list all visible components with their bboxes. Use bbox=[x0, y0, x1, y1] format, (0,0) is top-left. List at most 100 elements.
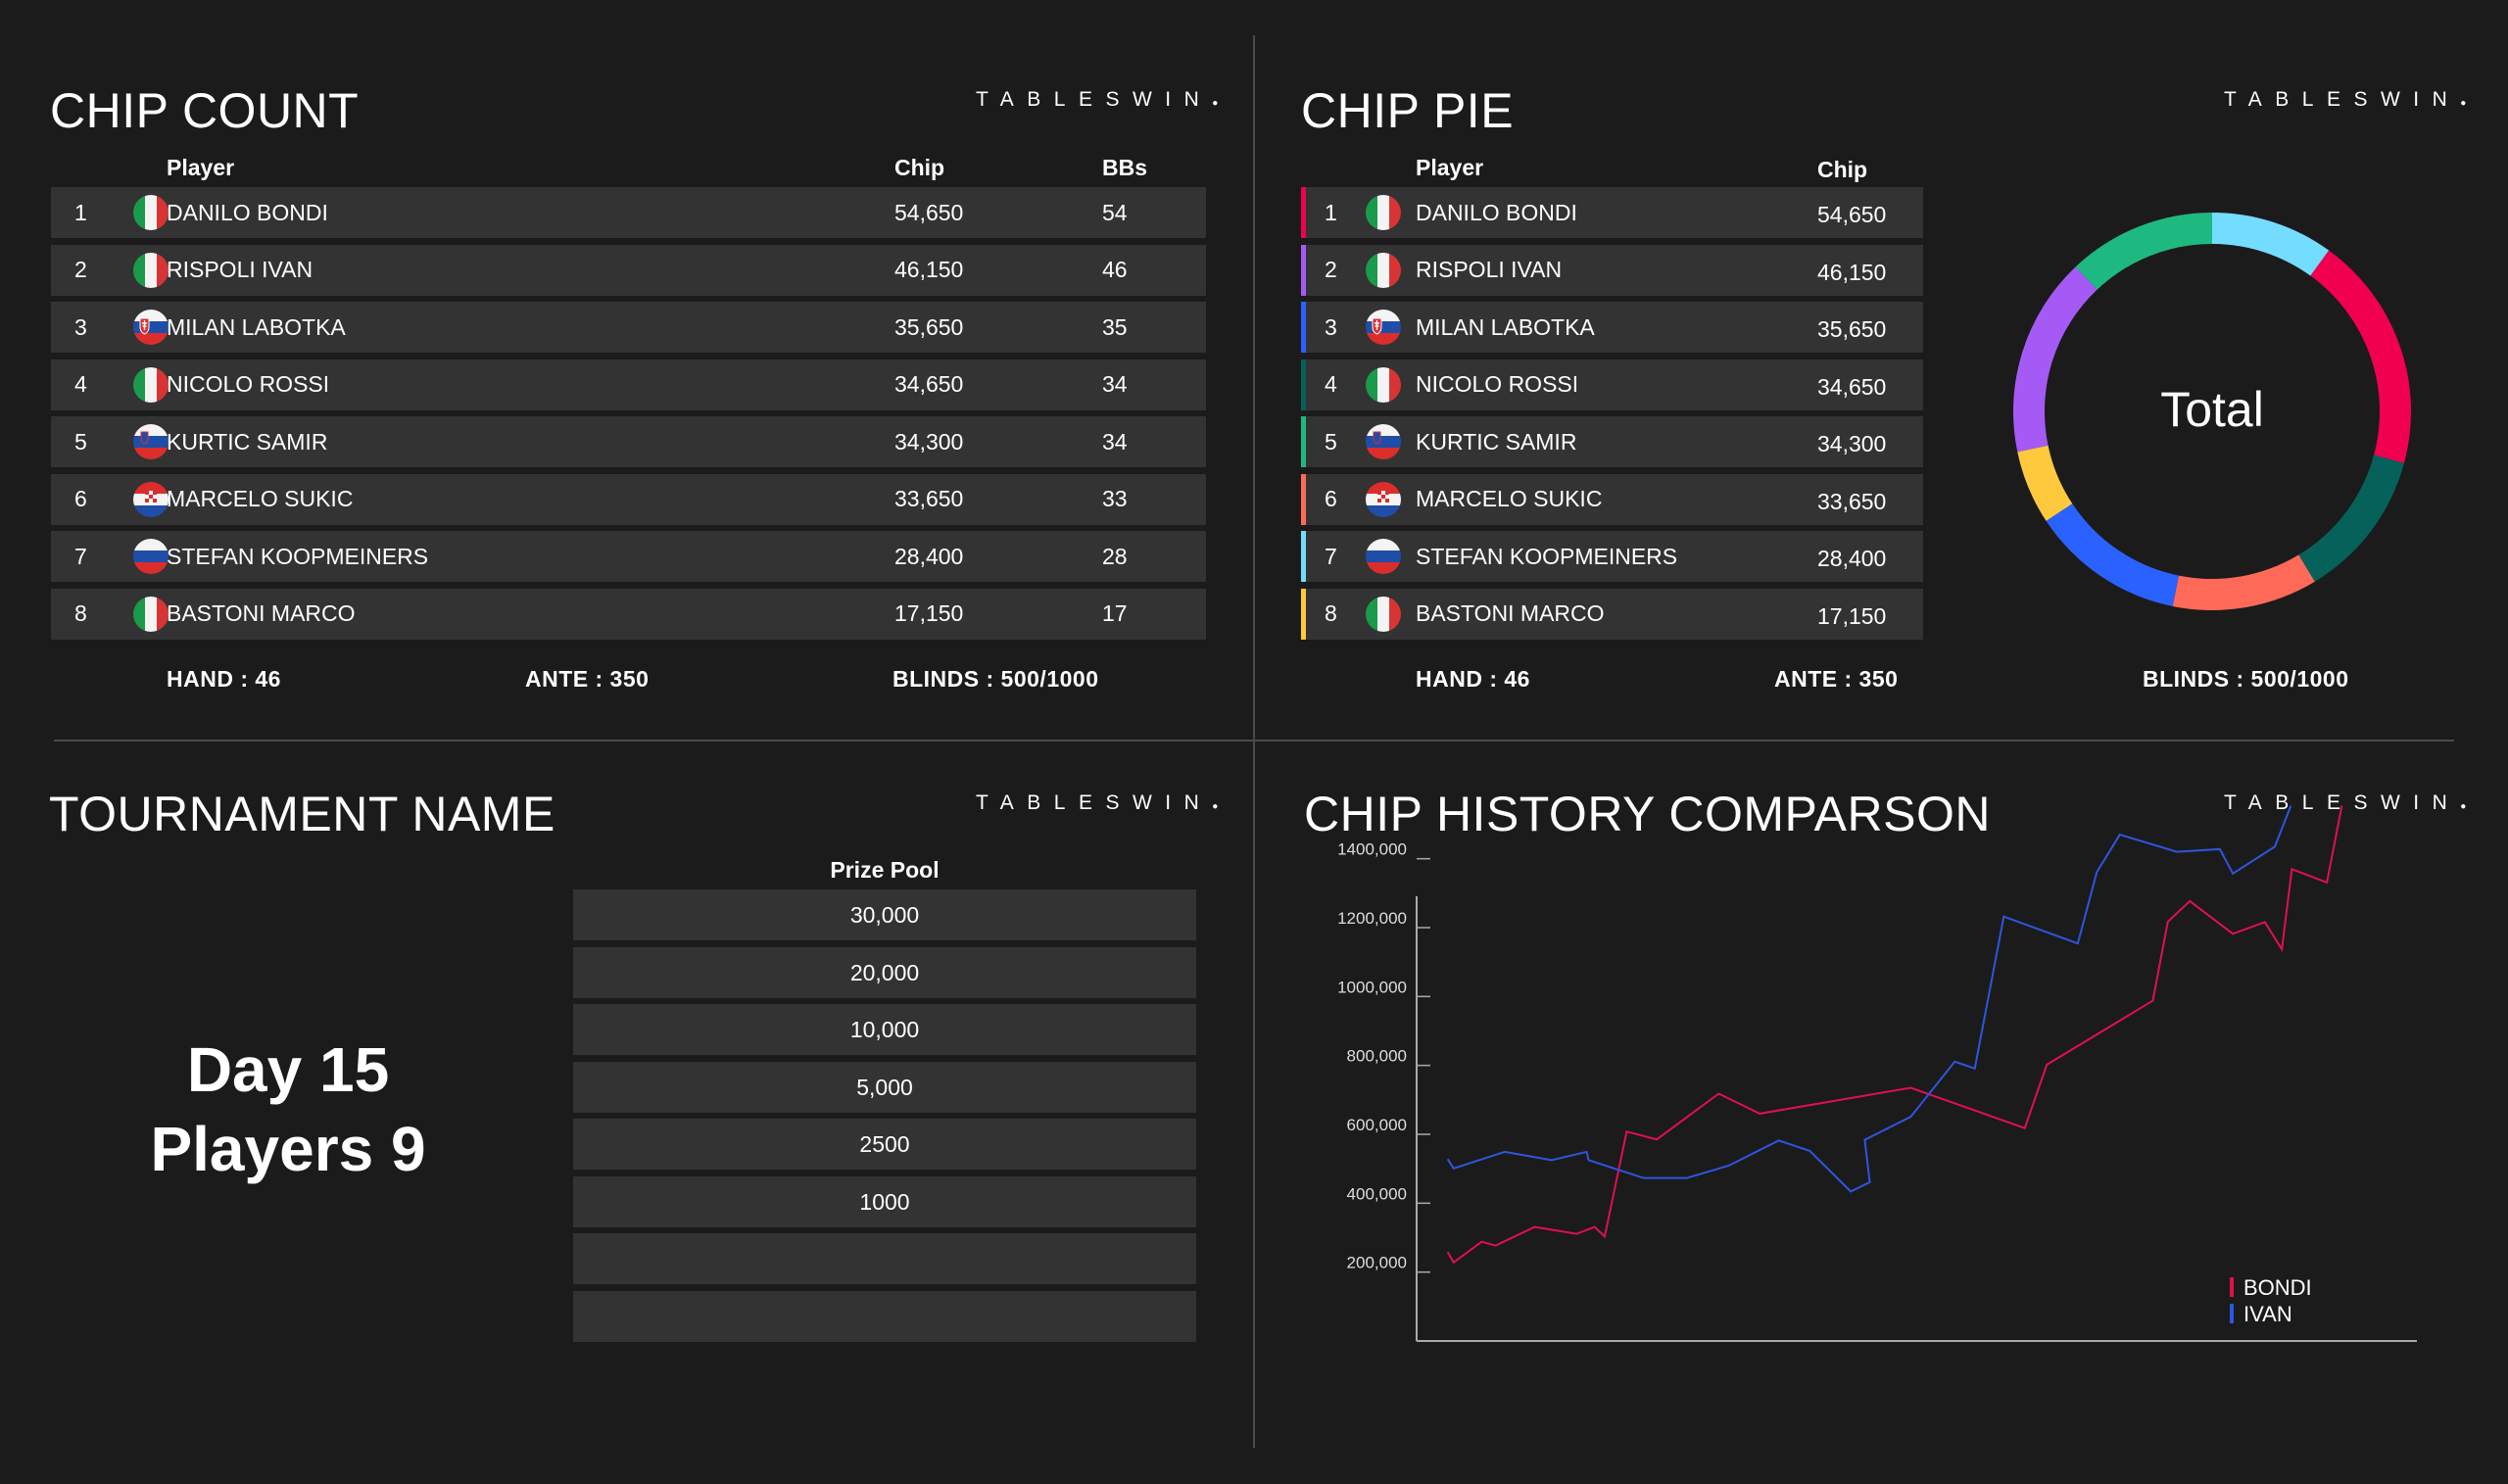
player-name: NICOLO ROSSI bbox=[167, 371, 330, 397]
table-row[interactable]: 3 MILAN LABOTKA 35,650 35 bbox=[51, 302, 1206, 353]
table-row[interactable]: 6 MARCELO SUKIC 33,650 33 bbox=[51, 473, 1206, 525]
hand-label: HAND : 46 bbox=[1416, 666, 1530, 692]
prize-row: 2500 bbox=[573, 1119, 1196, 1170]
bbs-value: 46 bbox=[1102, 257, 1128, 282]
donut-slice bbox=[2075, 213, 2212, 290]
ante-label: ANTE : 350 bbox=[525, 666, 650, 692]
bbs-value: 17 bbox=[1102, 600, 1128, 626]
russia-flag-icon bbox=[133, 539, 169, 574]
chip-value: 17,150 bbox=[894, 600, 964, 626]
donut-slice bbox=[2310, 250, 2411, 463]
bbs-value: 33 bbox=[1102, 486, 1128, 511]
player-name: DANILO BONDI bbox=[1416, 199, 1577, 225]
italy-flag-icon bbox=[133, 366, 169, 403]
prize-row bbox=[573, 1233, 1196, 1284]
tournament-title: TOURNAMENT NAME bbox=[49, 787, 555, 841]
chip-value: 28,400 bbox=[894, 543, 964, 569]
player-name: STEFAN KOOPMEINERS bbox=[167, 543, 429, 569]
player-name: MARCELO SUKIC bbox=[1416, 486, 1603, 511]
table-row[interactable]: 2 RISPOLI IVAN 46,150 46 bbox=[51, 244, 1206, 296]
italy-flag-icon bbox=[1366, 195, 1401, 230]
table-row[interactable]: 1 DANILO BONDI 54,650 bbox=[1301, 187, 1923, 238]
table-row[interactable]: 1 DANILO BONDI 54,650 54 bbox=[51, 187, 1206, 238]
header-player: Player bbox=[167, 155, 235, 180]
italy-flag-icon bbox=[133, 195, 169, 230]
italy-flag-icon bbox=[1366, 366, 1401, 403]
slovenia-flag-icon bbox=[133, 424, 169, 459]
rank: 7 bbox=[74, 543, 87, 569]
player-name: MILAN LABOTKA bbox=[167, 313, 346, 340]
rank: 5 bbox=[74, 428, 87, 455]
table-row[interactable]: 6 MARCELO SUKIC 33,650 bbox=[1301, 473, 1923, 525]
players-label: Players 9 bbox=[150, 1114, 426, 1184]
hand-label: HAND : 46 bbox=[167, 666, 281, 692]
donut-slice bbox=[2212, 213, 2330, 276]
series-line-bondi bbox=[1446, 805, 2343, 1265]
legend-swatch bbox=[2230, 1277, 2234, 1297]
table-row[interactable]: 7 STEFAN KOOPMEINERS 28,400 bbox=[1301, 531, 1923, 582]
table-row[interactable]: 5 KURTIC SAMIR 34,300 34 bbox=[51, 416, 1206, 467]
table-row[interactable]: 4 NICOLO ROSSI 34,650 34 bbox=[51, 359, 1206, 410]
rank: 6 bbox=[74, 486, 87, 511]
legend-label: IVAN bbox=[2243, 1302, 2292, 1326]
color-stripe bbox=[1301, 416, 1306, 467]
tableswin-logo: TABLESWIN● bbox=[2224, 88, 2467, 111]
donut-slice bbox=[2298, 455, 2405, 582]
prize-row: 5,000 bbox=[573, 1061, 1196, 1113]
bbs-value: 28 bbox=[1102, 543, 1128, 569]
rank: 8 bbox=[1325, 600, 1337, 626]
rank: 1 bbox=[1325, 199, 1337, 225]
color-stripe bbox=[1301, 473, 1306, 525]
color-stripe bbox=[1301, 359, 1306, 410]
horizontal-divider bbox=[54, 740, 2454, 742]
italy-flag-icon bbox=[1366, 596, 1401, 632]
y-tick-label: 1400,000 bbox=[1337, 840, 1407, 859]
player-name: RISPOLI IVAN bbox=[1416, 257, 1563, 282]
chip-count-title: CHIP COUNT bbox=[50, 83, 360, 138]
header-chip: Chip bbox=[1817, 157, 1868, 182]
rank: 2 bbox=[74, 257, 87, 282]
table-row[interactable]: 5 KURTIC SAMIR 34,300 bbox=[1301, 416, 1923, 467]
bbs-value: 34 bbox=[1102, 371, 1128, 397]
vertical-divider bbox=[1253, 35, 1255, 1448]
bbs-value: 54 bbox=[1102, 199, 1128, 225]
player-name: MILAN LABOTKA bbox=[1416, 313, 1595, 340]
legend-label: BONDI bbox=[2243, 1275, 2312, 1300]
color-stripe bbox=[1301, 244, 1306, 296]
prize-pool-header: Prize Pool bbox=[830, 857, 940, 883]
bbs-value: 34 bbox=[1102, 428, 1128, 455]
player-name: DANILO BONDI bbox=[167, 199, 328, 225]
chip-value: 46,150 bbox=[894, 257, 964, 282]
player-name: NICOLO ROSSI bbox=[1416, 371, 1579, 397]
rank: 4 bbox=[74, 371, 87, 397]
chip-value: 33,650 bbox=[894, 486, 964, 511]
player-name: MARCELO SUKIC bbox=[167, 486, 354, 511]
blinds-label: BLINDS : 500/1000 bbox=[892, 666, 1099, 692]
prize-row: 10,000 bbox=[573, 1004, 1196, 1055]
chip-value: 34,650 bbox=[1817, 373, 1887, 400]
prize-row: 20,000 bbox=[573, 946, 1196, 998]
donut-slice bbox=[2172, 554, 2315, 610]
chip-value: 35,650 bbox=[1817, 316, 1887, 342]
bbs-value: 35 bbox=[1102, 313, 1128, 340]
rank: 4 bbox=[1325, 371, 1337, 397]
day-label: Day 15 bbox=[186, 1034, 390, 1105]
chip-value: 35,650 bbox=[894, 313, 964, 340]
tableswin-logo: TABLESWIN● bbox=[976, 791, 1219, 814]
table-row[interactable]: 3 MILAN LABOTKA 35,650 bbox=[1301, 302, 1923, 353]
chip-value: 34,650 bbox=[894, 371, 964, 397]
logo-text: TABLESWIN bbox=[976, 88, 1213, 111]
table-row[interactable]: 7 STEFAN KOOPMEINERS 28,400 28 bbox=[51, 531, 1206, 582]
logo-text: TABLESWIN bbox=[976, 791, 1213, 814]
table-row[interactable]: 2 RISPOLI IVAN 46,150 bbox=[1301, 244, 1923, 296]
chip-value: 34,300 bbox=[894, 428, 964, 455]
table-row[interactable]: 4 NICOLO ROSSI 34,650 bbox=[1301, 359, 1923, 410]
slovenia-flag-icon bbox=[1366, 424, 1401, 459]
player-name: RISPOLI IVAN bbox=[167, 257, 314, 282]
table-row[interactable]: 8 BASTONI MARCO 17,150 17 bbox=[51, 588, 1206, 640]
legend-swatch bbox=[2230, 1304, 2234, 1323]
croatia-flag-icon bbox=[1366, 481, 1401, 517]
logo-text: TABLESWIN bbox=[2224, 88, 2461, 111]
table-row[interactable]: 8 BASTONI MARCO 17,150 bbox=[1301, 588, 1923, 640]
